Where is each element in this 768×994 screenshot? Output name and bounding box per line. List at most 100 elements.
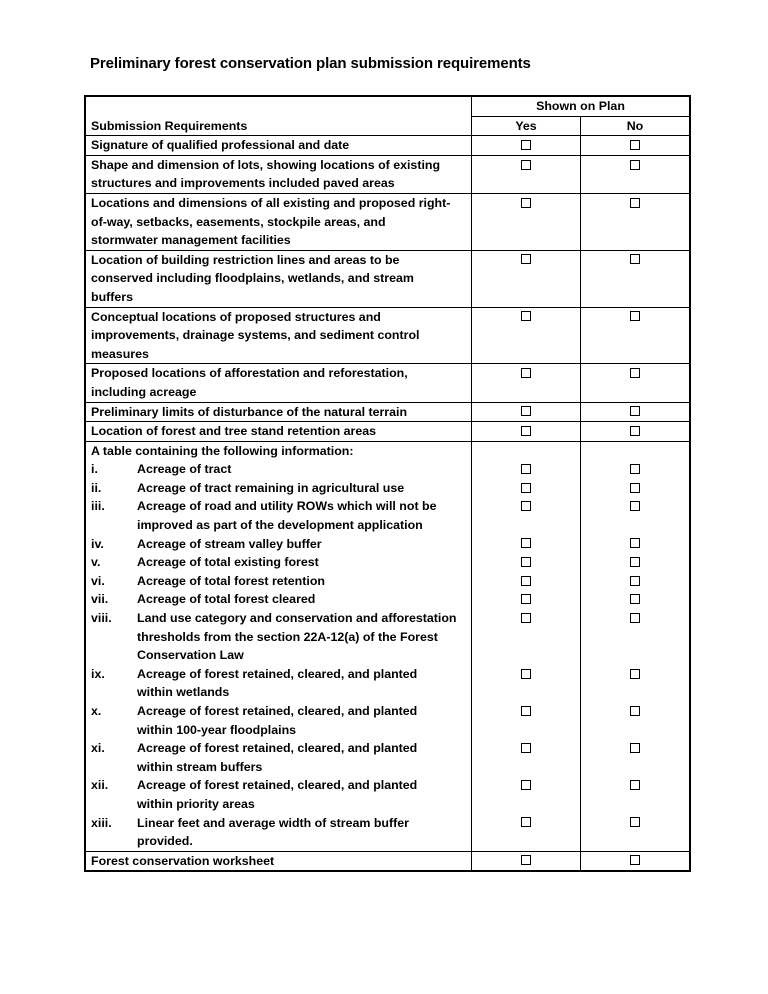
yes-line [472, 628, 580, 647]
yes-checkbox[interactable] [521, 501, 531, 512]
yes-checkbox[interactable] [521, 780, 531, 791]
yes-checkbox[interactable] [521, 594, 531, 605]
no-checkbox[interactable] [630, 594, 640, 605]
no-checkbox[interactable] [630, 197, 640, 208]
requirement-text: measures [91, 346, 149, 361]
item-text: Acreage of total forest cleared [137, 592, 316, 607]
requirement-text: A table containing the following informa… [91, 443, 354, 458]
no-checkbox[interactable] [630, 159, 640, 170]
sub-item: within stream buffers [91, 758, 471, 777]
sub-item: xiii. Linear feet and average width of st… [91, 814, 471, 833]
no-checkbox[interactable] [630, 482, 640, 493]
yes-checkbox[interactable] [521, 197, 531, 208]
no-checkbox[interactable] [630, 406, 640, 417]
item-number: viii. [91, 611, 112, 626]
no-checkbox[interactable] [630, 612, 640, 623]
no-line [581, 516, 689, 535]
requirement-cell: Signature of qualified professional and … [84, 135, 472, 156]
yes-checkbox[interactable] [521, 464, 531, 474]
yes-checkbox[interactable] [521, 159, 531, 170]
yes-checkbox[interactable] [521, 254, 531, 265]
yes-line [472, 758, 580, 777]
table-row: Location of building restriction lines a… [84, 249, 691, 308]
no-checkbox[interactable] [630, 780, 640, 791]
no-checkbox[interactable] [630, 311, 640, 322]
no-cell [580, 154, 691, 194]
yes-line [472, 739, 580, 758]
sub-item: ix. Acreage of forest retained, cleared, … [91, 665, 471, 684]
yes-checkbox[interactable] [521, 575, 531, 586]
yes-line [472, 516, 580, 535]
yes-cell [471, 401, 581, 423]
requirement-text: of-way, setbacks, easements, stockpile a… [91, 214, 386, 229]
no-line [581, 572, 689, 591]
yes-checkbox[interactable] [521, 855, 531, 866]
item-number: x. [91, 704, 102, 718]
requirement-text: Preliminary limits of disturbance of the… [91, 404, 408, 419]
yes-checkbox[interactable] [521, 705, 531, 716]
yes-line [472, 572, 580, 591]
sub-item: within priority areas [91, 795, 471, 814]
yes-checkbox[interactable] [521, 612, 531, 623]
yes-checkbox[interactable] [521, 556, 531, 567]
yes-checkbox[interactable] [521, 817, 531, 828]
yes-checkbox[interactable] [521, 406, 531, 417]
no-checkbox[interactable] [630, 425, 640, 436]
yes-checkbox[interactable] [521, 311, 531, 322]
yes-checkbox[interactable] [521, 139, 531, 150]
no-cell [580, 401, 691, 423]
no-checkbox[interactable] [630, 705, 640, 716]
sub-item: iv. Acreage of stream valley buffer [91, 535, 471, 554]
sub-item: improved as part of the development appl… [91, 516, 471, 535]
item-number: xi. [91, 741, 105, 756]
requirement-text: Proposed locations of afforestation and … [91, 366, 408, 381]
item-text: Acreage of tract [137, 462, 232, 477]
no-line [581, 553, 689, 572]
requirement-cell: Proposed locations of afforestation and … [84, 363, 472, 403]
yes-line [472, 479, 580, 498]
no-line [581, 479, 689, 498]
no-checkbox[interactable] [630, 538, 640, 549]
no-checkbox[interactable] [630, 254, 640, 265]
no-checkbox[interactable] [630, 368, 640, 379]
item-text: Acreage of stream valley buffer [137, 536, 322, 551]
no-checkbox[interactable] [630, 556, 640, 567]
no-checkbox[interactable] [630, 742, 640, 753]
requirement-cell: Location of forest and tree stand retent… [84, 421, 472, 442]
item-text: within priority areas [137, 796, 255, 811]
table-row: Conceptual locations of proposed structu… [84, 306, 691, 365]
yes-line [472, 683, 580, 702]
no-checkbox[interactable] [630, 575, 640, 586]
yes-checkbox[interactable] [521, 425, 531, 436]
sub-item: ii. Acreage of tract remaining in agricul… [91, 479, 471, 498]
table-row: A table containing the following informa… [84, 440, 691, 852]
sub-item: viii. Land use category and conservation … [91, 609, 471, 628]
yes-checkbox[interactable] [521, 668, 531, 679]
yes-checkbox[interactable] [521, 482, 531, 493]
yes-checkbox[interactable] [521, 538, 531, 549]
no-line [581, 535, 689, 554]
no-checkbox[interactable] [630, 464, 640, 474]
yes-checkbox[interactable] [521, 368, 531, 379]
no-checkbox[interactable] [630, 855, 640, 866]
requirement-cell: Locations and dimensions of all existing… [84, 192, 472, 251]
requirement-text: Locations and dimensions of all existing… [91, 195, 451, 210]
yes-line [472, 609, 580, 628]
yes-line [472, 795, 580, 814]
no-checkbox[interactable] [630, 139, 640, 150]
sub-item: within wetlands [91, 683, 471, 702]
yes-line [472, 832, 580, 851]
yes-cell [471, 306, 581, 365]
no-checkbox[interactable] [630, 668, 640, 679]
yes-checkbox[interactable] [521, 742, 531, 753]
no-line [581, 646, 689, 665]
requirement-cell: A table containing the following informa… [84, 440, 472, 852]
no-checkbox[interactable] [630, 817, 640, 828]
sub-item: vii. Acreage of total forest cleared [91, 590, 471, 609]
no-line [581, 609, 689, 628]
item-text: Acreage of forest retained, cleared, and… [137, 704, 418, 718]
item-text: thresholds from the section 22A-12(a) of… [137, 629, 438, 644]
no-checkbox[interactable] [630, 501, 640, 512]
requirement-text: Conceptual locations of proposed structu… [91, 309, 381, 324]
no-line [581, 628, 689, 647]
